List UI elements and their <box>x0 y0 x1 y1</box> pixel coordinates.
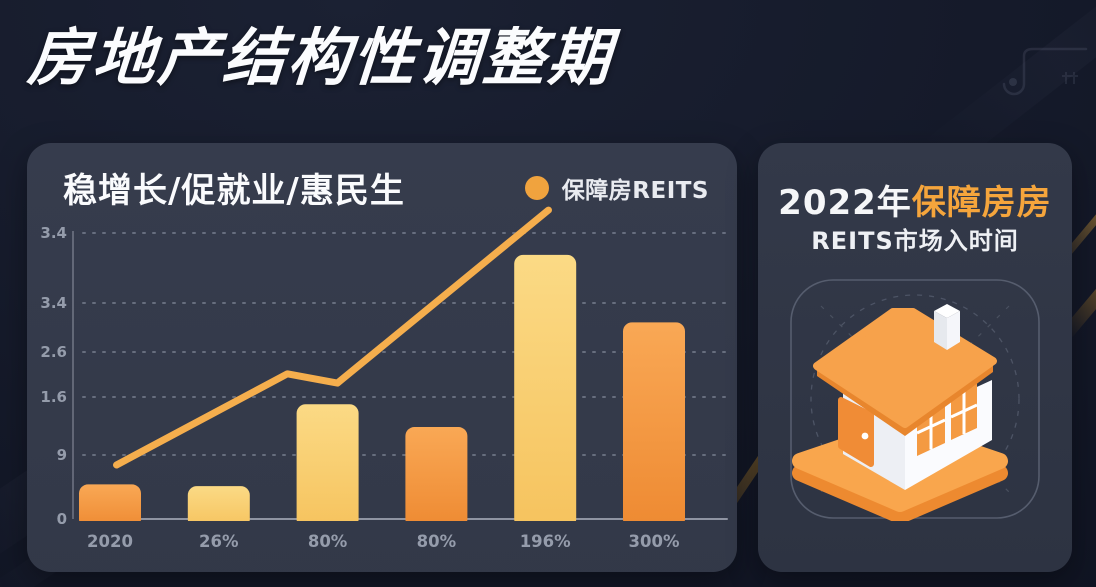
chart-legend: 保障房REITS <box>524 171 709 205</box>
door-knob <box>861 432 869 440</box>
x-tick-label: 196% <box>520 532 571 551</box>
page-title: 房地产结构性调整期 <box>25 21 616 94</box>
x-tick-label: 2020 <box>87 532 133 551</box>
y-tick-label: 2.6 <box>40 343 67 361</box>
house-door <box>838 397 874 467</box>
house-roof-edge <box>817 361 993 436</box>
bar <box>623 322 685 528</box>
x-tick-label: 80% <box>417 532 457 551</box>
baseline-mask <box>71 521 737 530</box>
bar <box>187 486 250 528</box>
bar-line-chart: 3.4 3.4 2.6 1.6 9 0 2020 26% 80% 80% 196% 300% <box>40 206 737 551</box>
x-tick-label: 80% <box>308 532 348 551</box>
bar <box>79 484 141 528</box>
bar <box>296 404 359 528</box>
x-tick-label: 26% <box>199 532 239 551</box>
watermark-logo-icon <box>1002 47 1088 96</box>
y-tick-label: 3.4 <box>40 224 67 242</box>
y-tick-label: 0 <box>57 510 67 528</box>
info-heading: 2022年保障房房 <box>758 175 1072 224</box>
trend-line <box>113 206 552 469</box>
info-heading-highlight: 保障房房 <box>911 183 1052 223</box>
legend-label: 保障房REITS <box>561 178 709 204</box>
x-tick-label: 300% <box>629 532 680 551</box>
bar <box>514 254 577 528</box>
y-tick-label: 3.4 <box>40 294 67 312</box>
chart-panel: 3.4 3.4 2.6 1.6 9 0 2020 26% 80% 80% 196% 300% 稳增长/… <box>27 143 737 572</box>
isometric-house-icon <box>790 279 1040 521</box>
y-tick-label: 1.6 <box>40 388 67 406</box>
info-heading-year: 2022年 <box>778 183 912 223</box>
chart-subtitle: 稳增长/促就业/惠民生 <box>63 171 405 211</box>
info-panel: 2022年保障房房 REITS市场入时间 <box>758 143 1072 572</box>
house-chimney <box>934 304 960 350</box>
bar <box>405 427 468 528</box>
legend-dot-icon <box>524 176 549 200</box>
icon-frame-circle <box>810 294 1020 504</box>
info-subheading: REITS市场入时间 <box>811 227 1019 255</box>
y-tick-label: 9 <box>57 446 67 464</box>
